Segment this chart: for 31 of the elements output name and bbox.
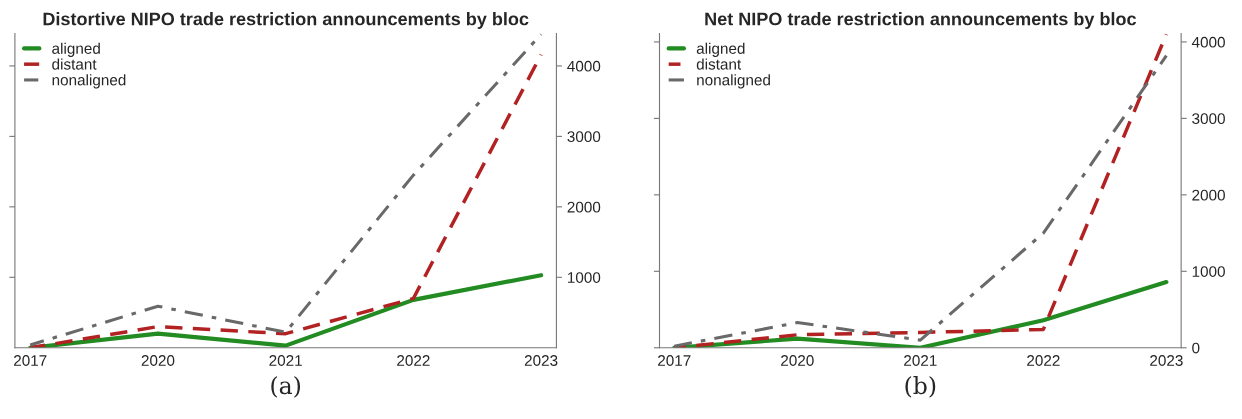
chart-title: Distortive NIPO trade restriction announcements by bloc [43,12,529,29]
y-tick-label: 3000 [567,131,601,143]
y-tick-label: 2000 [567,201,601,213]
line-series [28,273,544,348]
y-tick-label: 0 [1192,342,1200,354]
x-tick-label: 2022 [397,355,430,366]
y-tick-label: 1000 [1192,266,1225,277]
chart-title: Net NIPO trade restriction announcements by bloc [705,12,1137,29]
y-tick-label: 4000 [1191,36,1225,48]
legend-label: aligned [696,42,745,57]
y-tick-label: 2000 [1192,189,1225,201]
x-tick-label: 2020 [141,355,175,366]
text: (a) [271,376,301,398]
legend-label: distant [52,58,97,70]
text: (b) [905,376,936,398]
x-tick-label: 2021 [269,355,302,366]
y-tick-label: 1000 [568,272,601,283]
legend-label: nonaligned [697,74,770,89]
y-tick-label: 4000 [567,60,601,72]
line-series [672,279,1169,348]
legend-label: distant [696,58,742,70]
x-tick-label: 2017 [14,355,47,366]
x-tick-label: 2017 [658,355,691,366]
x-tick-label: 2022 [1027,355,1060,366]
legend-label: aligned [52,42,100,57]
x-tick-label: 2023 [524,355,558,366]
x-tick-label: 2023 [1150,355,1183,366]
x-tick-label: 2020 [781,355,814,366]
legend-label: nonaligned [52,74,126,89]
y-tick-label: 3000 [1192,113,1225,125]
x-tick-label: 2021 [904,355,937,366]
